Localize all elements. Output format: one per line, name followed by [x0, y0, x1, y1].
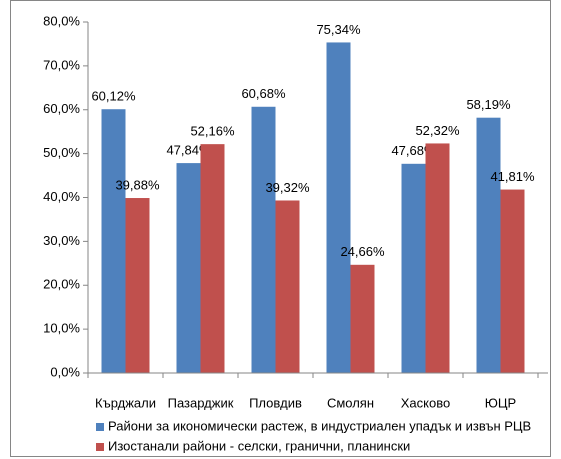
value-label: 39,88% — [115, 177, 160, 192]
value-label: 24,66% — [340, 244, 385, 259]
value-label: 60,12% — [91, 89, 136, 104]
legend-swatch — [96, 443, 104, 451]
x-tick-label: ЮЦР — [485, 395, 516, 410]
bar — [101, 109, 126, 373]
bar — [326, 42, 351, 374]
y-tick-label: 40,0% — [43, 189, 80, 204]
bar — [251, 106, 276, 373]
value-label: 39,32% — [265, 180, 310, 195]
y-tick-label: 30,0% — [43, 233, 80, 248]
x-tick-label: Пазарджик — [168, 395, 234, 410]
x-tick-label: Хасково — [401, 395, 450, 410]
y-tick-label: 10,0% — [43, 321, 80, 336]
bar — [425, 143, 450, 373]
bar — [125, 198, 150, 373]
legend-swatch — [96, 423, 104, 431]
bar — [176, 163, 201, 373]
value-label: 52,32% — [415, 123, 460, 138]
y-tick-label: 20,0% — [43, 277, 80, 292]
value-label: 47,84% — [166, 143, 211, 158]
legend-label: Изостанали райони - селски, гранични, пл… — [108, 438, 410, 453]
value-label: 75,34% — [316, 22, 361, 37]
bar — [476, 117, 501, 373]
bar — [200, 144, 225, 373]
value-label: 41,81% — [490, 169, 535, 184]
y-tick-label: 80,0% — [43, 13, 80, 28]
x-tick-label: Кърджали — [95, 395, 156, 410]
value-label: 47,68% — [391, 143, 436, 158]
x-tick-label: Пловдив — [249, 395, 302, 410]
value-label: 58,19% — [466, 97, 511, 112]
value-label: 52,16% — [190, 124, 235, 139]
bar — [500, 189, 525, 373]
bar — [275, 200, 300, 373]
value-label: 60,68% — [241, 86, 286, 101]
bar — [350, 264, 375, 373]
legend-label: Райони за икономически растеж, в индустр… — [108, 418, 531, 433]
y-tick-label: 60,0% — [43, 101, 80, 116]
y-tick-label: 0,0% — [50, 364, 80, 379]
bar — [401, 163, 426, 373]
x-tick-label: Смолян — [327, 395, 374, 410]
y-tick-label: 50,0% — [43, 145, 80, 160]
y-tick-label: 70,0% — [43, 57, 80, 72]
